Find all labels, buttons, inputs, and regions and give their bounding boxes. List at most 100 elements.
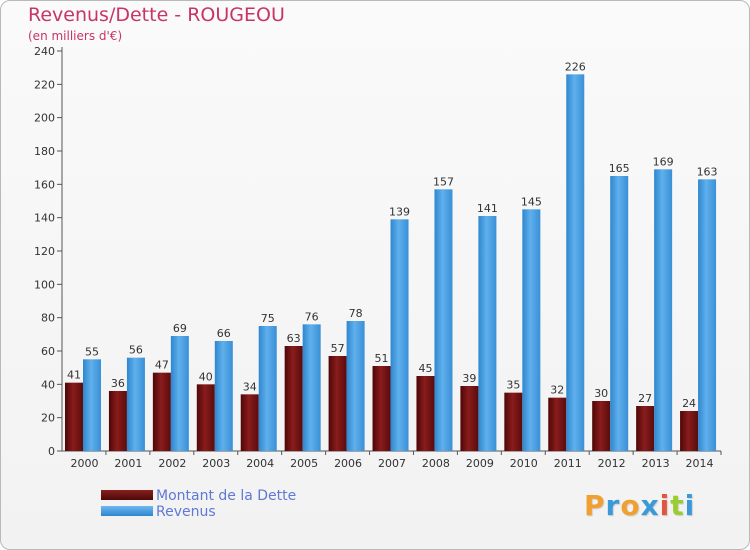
- revenue-bar: [258, 326, 277, 451]
- revenue-data-label: 76: [305, 310, 319, 323]
- logo-letter: i: [684, 489, 696, 522]
- x-tick-label: 2006: [334, 457, 362, 470]
- revenue-bar: [83, 359, 101, 451]
- debt-data-label: 40: [199, 370, 213, 383]
- debt-bar: [416, 376, 435, 451]
- debt-bar: [636, 406, 655, 451]
- debt-data-label: 30: [594, 387, 608, 400]
- debt-data-label: 35: [506, 379, 520, 392]
- y-tick-label: 20: [41, 412, 55, 425]
- x-tick-label: 2007: [378, 457, 406, 470]
- revenue-bar: [566, 74, 585, 451]
- chart-title: Revenus/Dette - ROUGEOU: [28, 4, 285, 26]
- chart-subtitle: (en milliers d'€): [28, 29, 123, 43]
- revenue-data-label: 157: [433, 175, 454, 188]
- debt-bar: [548, 397, 567, 451]
- y-tick-label: 80: [41, 312, 55, 325]
- y-tick-label: 240: [34, 45, 55, 58]
- revenue-bar: [302, 324, 321, 451]
- debt-bar: [196, 384, 215, 451]
- debt-data-label: 34: [243, 380, 257, 393]
- debt-bar: [65, 382, 83, 451]
- x-tick-label: 2014: [686, 457, 714, 470]
- y-tick-label: 200: [34, 112, 55, 125]
- debt-bar: [328, 356, 347, 451]
- y-tick-label: 220: [34, 78, 55, 91]
- y-tick-label: 0: [48, 445, 55, 458]
- revenue-data-label: 55: [85, 345, 99, 358]
- debt-bar: [460, 386, 479, 451]
- y-tick-label: 140: [34, 212, 55, 225]
- debt-data-label: 32: [550, 384, 564, 397]
- revenue-data-label: 139: [389, 205, 410, 218]
- revenue-bar: [170, 336, 189, 451]
- debt-data-label: 63: [287, 332, 301, 345]
- debt-bar: [592, 401, 611, 451]
- y-tick-label: 100: [34, 278, 55, 291]
- revenue-bar: [390, 219, 409, 451]
- logo-letter: t: [670, 489, 685, 522]
- revenue-data-label: 66: [217, 327, 231, 340]
- y-tick-label: 160: [34, 178, 55, 191]
- x-tick-label: 2008: [422, 457, 450, 470]
- x-tick-label: 2011: [554, 457, 582, 470]
- revenue-data-label: 69: [173, 322, 187, 335]
- revenue-data-label: 56: [129, 344, 143, 357]
- revenue-data-label: 163: [697, 165, 718, 178]
- y-tick-label: 40: [41, 378, 55, 391]
- x-tick-label: 2000: [70, 457, 98, 470]
- debt-data-label: 51: [375, 352, 389, 365]
- legend-label-debt: Montant de la Dette: [156, 488, 297, 504]
- revenue-data-label: 226: [565, 60, 586, 73]
- revenue-data-label: 78: [349, 307, 363, 320]
- debt-data-label: 36: [111, 377, 125, 390]
- logo-letter: x: [640, 489, 660, 522]
- revenue-bar: [346, 321, 365, 451]
- debt-bar: [504, 392, 523, 451]
- logo-letter: r: [605, 489, 621, 522]
- revenue-bar: [654, 169, 673, 452]
- y-tick-label: 60: [41, 345, 55, 358]
- logo-letter: o: [620, 489, 641, 522]
- debt-bar: [240, 394, 259, 451]
- debt-data-label: 27: [638, 392, 652, 405]
- revenue-bar: [126, 357, 145, 451]
- debt-data-label: 39: [462, 372, 476, 385]
- revenue-bar: [610, 176, 629, 451]
- x-tick-label: 2002: [158, 457, 186, 470]
- x-tick-label: 2010: [510, 457, 538, 470]
- debt-bar: [152, 372, 171, 451]
- x-tick-label: 2004: [246, 457, 274, 470]
- debt-data-label: 45: [418, 362, 432, 375]
- logo-letter: i: [659, 489, 671, 522]
- legend-swatch-revenue: [101, 506, 153, 516]
- y-tick-label: 180: [34, 145, 55, 158]
- x-tick-label: 2013: [642, 457, 670, 470]
- debt-data-label: 57: [331, 342, 345, 355]
- debt-data-label: 24: [682, 397, 696, 410]
- revenue-data-label: 141: [477, 202, 498, 215]
- revenue-bar: [698, 179, 717, 452]
- x-tick-label: 2005: [290, 457, 318, 470]
- debt-bar: [284, 346, 303, 451]
- revenue-bar: [478, 216, 497, 451]
- x-tick-label: 2001: [114, 457, 142, 470]
- x-tick-label: 2003: [202, 457, 230, 470]
- revenue-data-label: 165: [609, 162, 630, 175]
- revenue-bar: [522, 209, 541, 451]
- revenue-data-label: 169: [653, 155, 674, 168]
- proxiti-logo: Proxiti: [584, 489, 695, 522]
- legend-label-revenue: Revenus: [156, 504, 216, 520]
- y-tick-label: 120: [34, 245, 55, 258]
- logo-letter: P: [584, 489, 606, 522]
- debt-bar: [372, 366, 391, 451]
- debt-data-label: 47: [155, 359, 169, 372]
- revenue-bar: [434, 189, 453, 452]
- debt-bar: [680, 411, 699, 451]
- revenue-data-label: 75: [261, 312, 275, 325]
- x-tick-label: 2009: [466, 457, 494, 470]
- revenue-bar: [214, 341, 233, 451]
- debt-data-label: 41: [67, 369, 81, 382]
